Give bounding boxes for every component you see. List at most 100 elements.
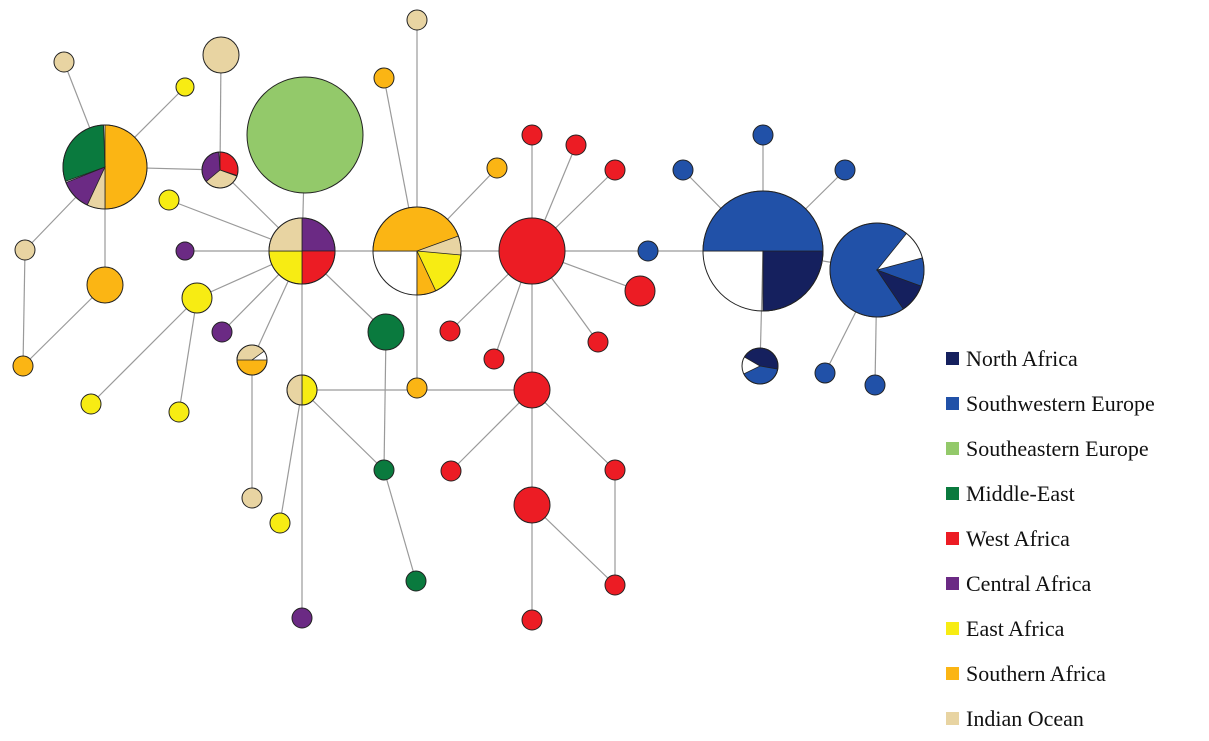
node-outline: [62, 124, 148, 210]
haplotype-node-circle: [291, 607, 313, 629]
haplotype-node-circle: [14, 239, 36, 261]
haplotype-node-circle: [498, 217, 566, 285]
haplotype-node: [565, 134, 587, 156]
legend-item-southern-africa: Southern Africa: [946, 651, 1208, 696]
legend-label: North Africa: [966, 345, 1078, 371]
haplotype-node: [367, 313, 405, 351]
haplotype-node-circle: [80, 393, 102, 415]
haplotype-node: [513, 371, 551, 409]
network-edges: [22, 20, 878, 620]
haplotype-node-circle: [406, 9, 428, 31]
haplotype-node: [498, 217, 566, 285]
haplotype-node-circle: [405, 570, 427, 592]
haplotype-node: [829, 222, 925, 318]
haplotype-node: [268, 217, 336, 285]
legend: North Africa Southwestern Europe Southeast…: [946, 336, 1208, 741]
haplotype-node: [241, 487, 263, 509]
haplotype-node-circle: [604, 459, 626, 481]
haplotype-node-circle: [604, 574, 626, 596]
legend-swatch: [946, 532, 959, 545]
haplotype-node: [373, 459, 395, 481]
legend-swatch: [946, 577, 959, 590]
haplotype-node: [14, 239, 36, 261]
haplotype-node: [587, 331, 609, 353]
legend-label: West Africa: [966, 525, 1070, 551]
network-edge: [531, 504, 616, 586]
haplotype-node-circle: [181, 282, 213, 314]
haplotype-node: [604, 159, 626, 181]
haplotype-node-circle: [513, 371, 551, 409]
haplotype-node-circle: [202, 36, 240, 74]
haplotype-node: [834, 159, 856, 181]
haplotype-node: [12, 355, 34, 377]
haplotype-node: [406, 9, 428, 31]
pie-slice-indian-ocean: [286, 374, 303, 406]
legend-swatch: [946, 712, 959, 725]
haplotype-node-circle: [211, 321, 233, 343]
haplotype-node-circle: [521, 609, 543, 631]
node-outline: [268, 217, 336, 285]
haplotype-node-circle: [158, 189, 180, 211]
legend-label: Indian Ocean: [966, 705, 1084, 731]
legend-swatch: [946, 487, 959, 500]
haplotype-node: [246, 76, 364, 194]
pie-slice-east-africa: [301, 374, 318, 406]
network-edge: [383, 469, 417, 582]
haplotype-node: [439, 320, 461, 342]
haplotype-node-circle: [168, 401, 190, 423]
legend-item-southeastern-europe: Southeastern Europe: [946, 426, 1208, 471]
haplotype-node: [286, 374, 318, 406]
haplotype-node: [604, 459, 626, 481]
haplotype-node-circle: [637, 240, 659, 262]
legend-swatch: [946, 622, 959, 635]
network-edge: [531, 389, 616, 471]
haplotype-node: [211, 321, 233, 343]
legend-label: Middle-East: [966, 480, 1075, 506]
haplotype-node-circle: [624, 275, 656, 307]
haplotype-node: [440, 460, 462, 482]
node-outline: [702, 190, 824, 312]
haplotype-node-circle: [175, 77, 195, 97]
haplotype-node: [86, 266, 124, 304]
haplotype-node-circle: [175, 241, 195, 261]
pie-slice-north-africa: [762, 250, 824, 312]
legend-label: Southeastern Europe: [966, 435, 1149, 461]
haplotype-node: [236, 344, 268, 376]
haplotype-node: [269, 512, 291, 534]
network-edge: [301, 389, 385, 471]
haplotype-node: [513, 486, 551, 524]
haplotype-node: [486, 157, 508, 179]
haplotype-node: [175, 77, 195, 97]
network-edge: [759, 250, 764, 367]
haplotype-node: [201, 151, 239, 189]
haplotype-node-circle: [53, 51, 75, 73]
haplotype-node: [372, 206, 462, 296]
legend-item-north-africa: North Africa: [946, 336, 1208, 381]
node-outline: [286, 374, 318, 406]
haplotype-node-circle: [513, 486, 551, 524]
node-outline: [201, 151, 239, 189]
haplotype-node-circle: [269, 512, 291, 534]
haplotype-node-circle: [672, 159, 694, 181]
network-edge: [22, 284, 106, 367]
haplotype-node: [814, 362, 836, 384]
haplotype-node: [637, 240, 659, 262]
haplotype-node: [483, 348, 505, 370]
legend-item-central-africa: Central Africa: [946, 561, 1208, 606]
haplotype-node: [175, 241, 195, 261]
network-edge: [383, 331, 387, 471]
haplotype-node-circle: [241, 487, 263, 509]
haplotype-node: [62, 124, 148, 210]
network-nodes: [12, 9, 925, 631]
legend-swatch: [946, 352, 959, 365]
haplotype-node-circle: [521, 124, 543, 146]
haplotype-node-circle: [604, 159, 626, 181]
haplotype-node-circle: [246, 76, 364, 194]
haplotype-node: [864, 374, 886, 396]
network-edge: [178, 297, 198, 413]
haplotype-node: [373, 67, 395, 89]
haplotype-node-circle: [486, 157, 508, 179]
legend-swatch: [946, 442, 959, 455]
legend-swatch: [946, 397, 959, 410]
node-outline: [372, 206, 462, 296]
